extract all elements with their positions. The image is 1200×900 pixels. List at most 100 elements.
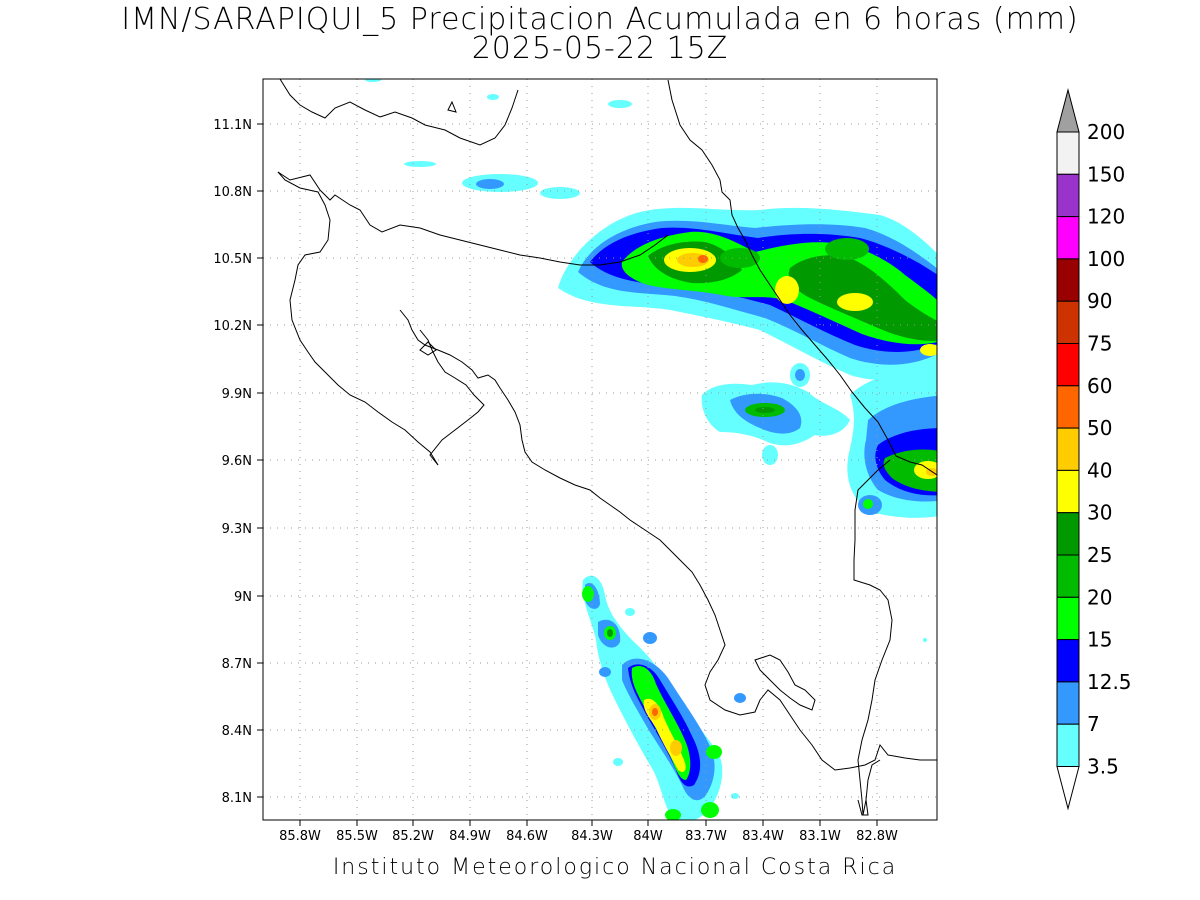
- precip-cell: [665, 809, 681, 820]
- lat-tick-label: 11.1N: [213, 118, 252, 133]
- colorbar-swatch: [1056, 173, 1080, 218]
- precip-core: [652, 708, 658, 716]
- precip-cell: [608, 100, 632, 108]
- lon-tick-label: 83.7W: [685, 829, 727, 844]
- colorbar-label: 60: [1087, 374, 1112, 398]
- precip-cell: [607, 629, 613, 637]
- precip-core: [837, 293, 873, 311]
- colorbar-label: 90: [1087, 289, 1112, 313]
- precip-cell: [487, 94, 499, 100]
- burica-peninsula: [857, 799, 869, 816]
- nicoya-inner: [419, 329, 485, 466]
- precip-cell: [582, 586, 594, 602]
- lat-tick-label: 9N: [234, 590, 252, 605]
- coastline-pacific-north: [277, 171, 439, 466]
- lat-tick-label: 8.1N: [222, 791, 252, 806]
- lon-tick-label: 84.3W: [571, 829, 613, 844]
- lat-tick-label: 9.3N: [222, 522, 252, 537]
- lon-tick-label: 83.1W: [799, 829, 841, 844]
- precip-area-limon: [883, 449, 937, 492]
- colorbar-swatch: [1056, 216, 1080, 260]
- precip-cell: [762, 445, 778, 465]
- colorbar-label: 100: [1087, 247, 1125, 271]
- lake-nicaragua-shore: [279, 79, 519, 146]
- precip-cell: [731, 793, 739, 799]
- panama-border: [853, 459, 893, 816]
- precip-cell: [613, 758, 623, 766]
- colorbar-label: 15: [1087, 628, 1112, 652]
- precip-core: [775, 276, 799, 304]
- precip-cell: [404, 161, 436, 167]
- lat-tick-label: 10.8N: [213, 185, 252, 200]
- colorbar-label: 50: [1087, 416, 1112, 440]
- precip-core: [825, 238, 869, 260]
- precip-cell: [706, 745, 722, 759]
- colorbar-legend: 200 150 120 100 90 75 60 50 40 30 25 20 15 12.5 7 3.5: [1056, 88, 1132, 811]
- lake-island: [447, 100, 457, 113]
- precip-cell: [540, 187, 580, 199]
- colorbar-label: 20: [1087, 585, 1112, 609]
- precip-cell: [755, 407, 775, 413]
- colorbar-swatch: [1056, 343, 1080, 387]
- colorbar-label: 200: [1087, 120, 1125, 144]
- colorbar-label: 75: [1087, 332, 1112, 356]
- colorbar-label: 120: [1087, 205, 1125, 229]
- colorbar-swatch: [1056, 723, 1080, 768]
- precipitation-field: [365, 79, 937, 820]
- map-subtitle-datetime: 2025-05-22 15Z: [471, 31, 729, 66]
- footer-credit: Instituto Meteorologico Nacional Costa R…: [332, 855, 898, 880]
- map-gridlines: [263, 79, 937, 820]
- colorbar-swatch: [1056, 131, 1080, 175]
- lon-tick-label: 85.8W: [279, 829, 321, 844]
- colorbar-swatch: [1056, 681, 1080, 725]
- coastline-caribbean: [667, 79, 937, 476]
- coastlines-borders: [277, 79, 937, 816]
- colorbar-label: 150: [1087, 162, 1125, 186]
- precip-cell: [599, 667, 611, 677]
- map-title: IMN/SARAPIQUI_5 Precipitacion Acumulada …: [121, 2, 1079, 37]
- colorbar-label: 30: [1087, 501, 1112, 525]
- precip-cell: [795, 369, 805, 381]
- latitude-axis: 11.1N 10.8N 10.5N 10.2N 9.9N 9.6N 9.3N 9N 8.7N 8.…: [213, 118, 263, 806]
- colorbar-swatch: [1056, 512, 1080, 556]
- precip-cell: [701, 802, 719, 818]
- longitude-axis: 85.8W 85.5W 85.2W 84.9W 84.6W 84.3W 84W 83.7W 83…: [279, 820, 898, 844]
- precip-cell: [625, 608, 635, 616]
- colorbar-label: 7: [1087, 712, 1100, 736]
- colorbar-swatch: [1056, 469, 1080, 514]
- lon-tick-label: 83.4W: [742, 829, 784, 844]
- precip-cell: [863, 499, 873, 509]
- colorbar-swatch: [1056, 596, 1080, 641]
- chira-island: [419, 341, 437, 356]
- colorbar-swatch: [1056, 300, 1080, 345]
- colorbar-under-arrow: [1056, 766, 1080, 811]
- colorbar-swatch: [1056, 554, 1080, 598]
- precip-core: [670, 740, 682, 756]
- lon-tick-label: 84.6W: [506, 829, 548, 844]
- lat-tick-label: 8.7N: [222, 657, 252, 672]
- lon-tick-label: 84.9W: [449, 829, 491, 844]
- precip-cell: [923, 638, 927, 642]
- colorbar-swatch: [1056, 385, 1080, 429]
- colorbar-swatch: [1056, 258, 1080, 302]
- precip-cell: [643, 632, 657, 644]
- lon-tick-label: 85.5W: [336, 829, 378, 844]
- lon-tick-label: 84W: [633, 829, 663, 844]
- colorbar-swatch: [1056, 639, 1080, 683]
- lat-tick-label: 9.6N: [222, 454, 252, 469]
- lon-tick-label: 82.8W: [856, 829, 898, 844]
- lon-tick-label: 85.2W: [392, 829, 434, 844]
- lat-tick-label: 9.9N: [222, 387, 252, 402]
- colorbar-swatch: [1056, 427, 1080, 471]
- lat-tick-label: 10.2N: [213, 319, 252, 334]
- colorbar-label: 40: [1087, 458, 1112, 482]
- map-frame: [262, 78, 938, 821]
- colorbar-over-arrow: [1056, 88, 1080, 133]
- colorbar-label: 3.5: [1087, 755, 1119, 779]
- nicaragua-border: [277, 171, 669, 266]
- osa-peninsula: [754, 654, 816, 711]
- precip-cell: [476, 179, 504, 189]
- precip-core: [920, 344, 937, 356]
- lat-tick-label: 10.5N: [213, 252, 252, 267]
